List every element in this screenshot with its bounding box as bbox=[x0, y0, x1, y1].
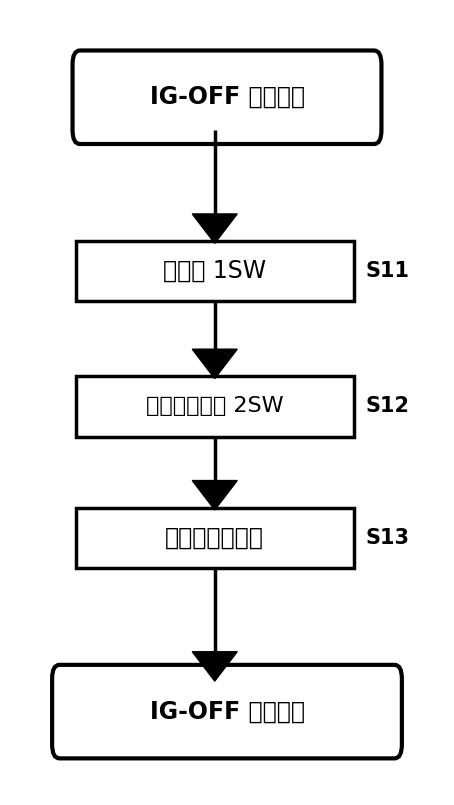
Polygon shape bbox=[192, 481, 237, 510]
FancyBboxPatch shape bbox=[73, 51, 381, 144]
FancyBboxPatch shape bbox=[76, 508, 354, 568]
Text: S13: S13 bbox=[366, 528, 410, 547]
Text: 启动均等定时器: 启动均等定时器 bbox=[165, 526, 264, 550]
Text: S11: S11 bbox=[366, 261, 410, 281]
Polygon shape bbox=[192, 349, 237, 378]
FancyBboxPatch shape bbox=[76, 241, 354, 301]
Text: IG-OFF 检测处理: IG-OFF 检测处理 bbox=[149, 85, 305, 109]
Text: 接通所有的第 2SW: 接通所有的第 2SW bbox=[146, 396, 284, 416]
Text: 断开第 1SW: 断开第 1SW bbox=[163, 259, 266, 283]
Polygon shape bbox=[192, 652, 237, 681]
Text: S12: S12 bbox=[366, 396, 410, 416]
Polygon shape bbox=[192, 214, 237, 243]
FancyBboxPatch shape bbox=[76, 376, 354, 436]
FancyBboxPatch shape bbox=[52, 665, 402, 758]
Text: IG-OFF 处理结束: IG-OFF 处理结束 bbox=[149, 700, 305, 724]
